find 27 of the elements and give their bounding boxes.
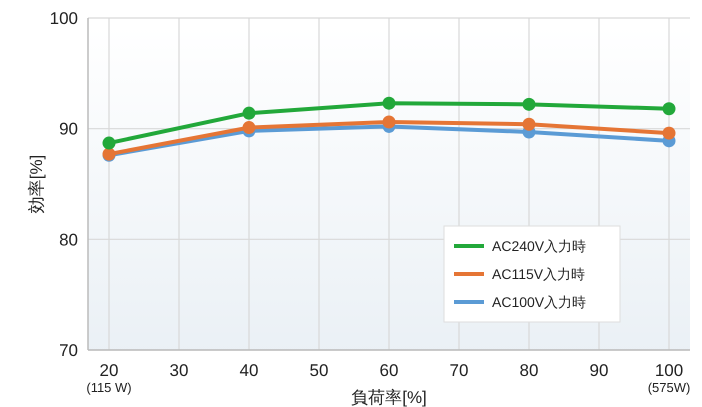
y-tick-label: 80 bbox=[59, 230, 78, 250]
point bbox=[522, 98, 536, 111]
x-tick-label: 20 (115 W) bbox=[86, 361, 132, 395]
point bbox=[662, 126, 676, 140]
point bbox=[522, 118, 536, 131]
point bbox=[242, 106, 256, 120]
x-tick-label: 90 bbox=[590, 361, 608, 380]
legend-label: AC240V入力時 bbox=[492, 238, 586, 254]
y-tick-label: 90 bbox=[59, 120, 78, 139]
point bbox=[382, 96, 396, 110]
x-tick-label: 80 bbox=[520, 361, 538, 380]
point bbox=[382, 116, 396, 129]
point bbox=[242, 121, 256, 134]
x-tick-label: 100 (575W) bbox=[648, 361, 690, 395]
y-tick-label: 100 bbox=[50, 9, 78, 28]
x-axis-title: 負荷率[%] bbox=[351, 388, 427, 407]
x-tick-label: 40 bbox=[240, 361, 258, 380]
point bbox=[102, 136, 116, 150]
point bbox=[662, 102, 676, 116]
legend-label: AC100V入力時 bbox=[492, 294, 586, 310]
x-tick-label: 60 bbox=[380, 361, 398, 380]
x-tick-label: 50 bbox=[310, 361, 328, 380]
y-tick-label: 70 bbox=[59, 341, 78, 360]
x-tick-label: 70 bbox=[450, 361, 468, 380]
y-axis-title: 効率[%] bbox=[27, 154, 46, 214]
x-tick-label: 30 bbox=[170, 361, 188, 380]
legend-label: AC115V入力時 bbox=[492, 266, 586, 282]
